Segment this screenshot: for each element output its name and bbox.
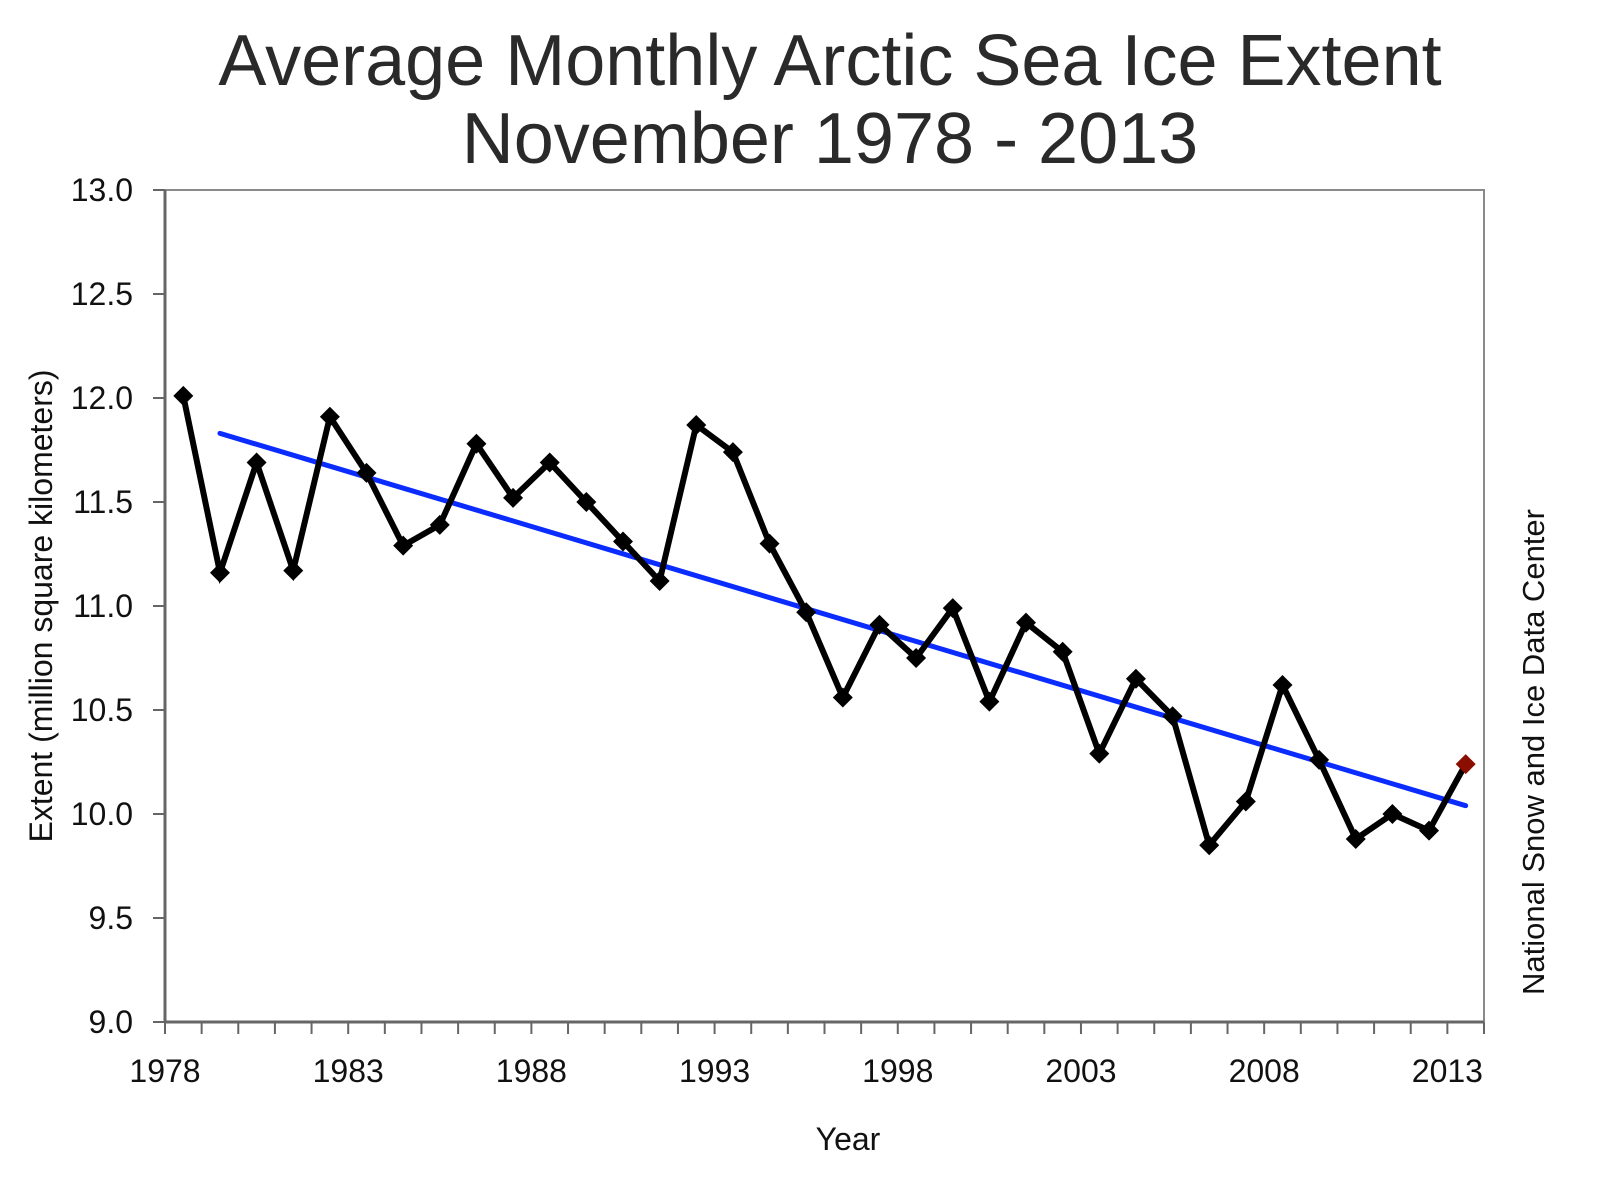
data-point — [576, 492, 597, 512]
y-tick-label: 11.0 — [73, 588, 133, 624]
y-tick-label: 9.5 — [89, 900, 133, 936]
data-point — [539, 452, 560, 473]
data-point — [1016, 612, 1037, 633]
data-point — [759, 533, 780, 554]
x-tick-label: 1988 — [496, 1053, 567, 1089]
x-tick-label: 2008 — [1229, 1053, 1300, 1089]
data-point — [1272, 675, 1293, 696]
x-tick-label: 1983 — [313, 1053, 384, 1089]
y-tick-label: 10.5 — [71, 692, 133, 728]
data-point — [319, 406, 340, 427]
data-point — [173, 385, 194, 406]
x-tick-label: 2013 — [1412, 1053, 1483, 1089]
y-tick-label: 12.0 — [71, 380, 133, 416]
data-point — [1199, 835, 1220, 856]
credit-label: National Snow and Ice Data Center — [1516, 509, 1551, 995]
data-point — [1125, 668, 1146, 689]
data-point — [612, 531, 633, 552]
data-point — [1052, 641, 1073, 662]
data-point — [429, 514, 450, 535]
plot-area — [164, 189, 1485, 1023]
x-tick-label: 1978 — [129, 1053, 200, 1089]
data-point — [869, 614, 890, 635]
data-point — [1419, 820, 1440, 841]
data-point — [1345, 828, 1366, 849]
x-tick-label: 1993 — [679, 1053, 750, 1089]
data-point — [686, 415, 707, 436]
data-point — [1235, 791, 1256, 812]
data-point — [979, 691, 1000, 712]
x-tick-label: 1998 — [862, 1053, 933, 1089]
data-point — [832, 687, 853, 708]
data-point — [356, 462, 377, 483]
data-point — [942, 598, 963, 619]
y-axis-label: Extent (million square kilometers) — [23, 369, 59, 842]
y-tick-label: 12.5 — [71, 276, 133, 312]
data-point-latest — [1455, 754, 1476, 775]
data-point — [209, 562, 230, 583]
data-point — [1162, 706, 1183, 727]
data-point — [649, 571, 670, 592]
chart-subtitle: November 1978 - 2013 — [461, 99, 1199, 179]
data-point — [796, 602, 817, 623]
data-point — [1089, 743, 1110, 764]
data-point — [393, 535, 414, 556]
data-point — [1309, 749, 1330, 770]
data-point — [722, 442, 743, 463]
x-tick-label: 2003 — [1045, 1053, 1116, 1089]
y-tick-label: 13.0 — [71, 172, 133, 208]
y-tick-label: 10.0 — [71, 796, 133, 832]
data-point — [283, 560, 304, 581]
y-tick-label: 9.0 — [89, 1004, 133, 1040]
data-point — [466, 433, 487, 454]
data-point — [1382, 804, 1403, 824]
data-point — [503, 487, 524, 508]
data-point — [246, 452, 267, 473]
data-point — [906, 648, 927, 668]
y-tick-label: 11.5 — [73, 484, 133, 520]
trend-line — [217, 430, 1469, 809]
chart-title: Average Monthly Arctic Sea Ice Extent — [218, 21, 1442, 101]
x-axis-label: Year — [816, 1121, 881, 1157]
extent-line — [180, 395, 1469, 852]
